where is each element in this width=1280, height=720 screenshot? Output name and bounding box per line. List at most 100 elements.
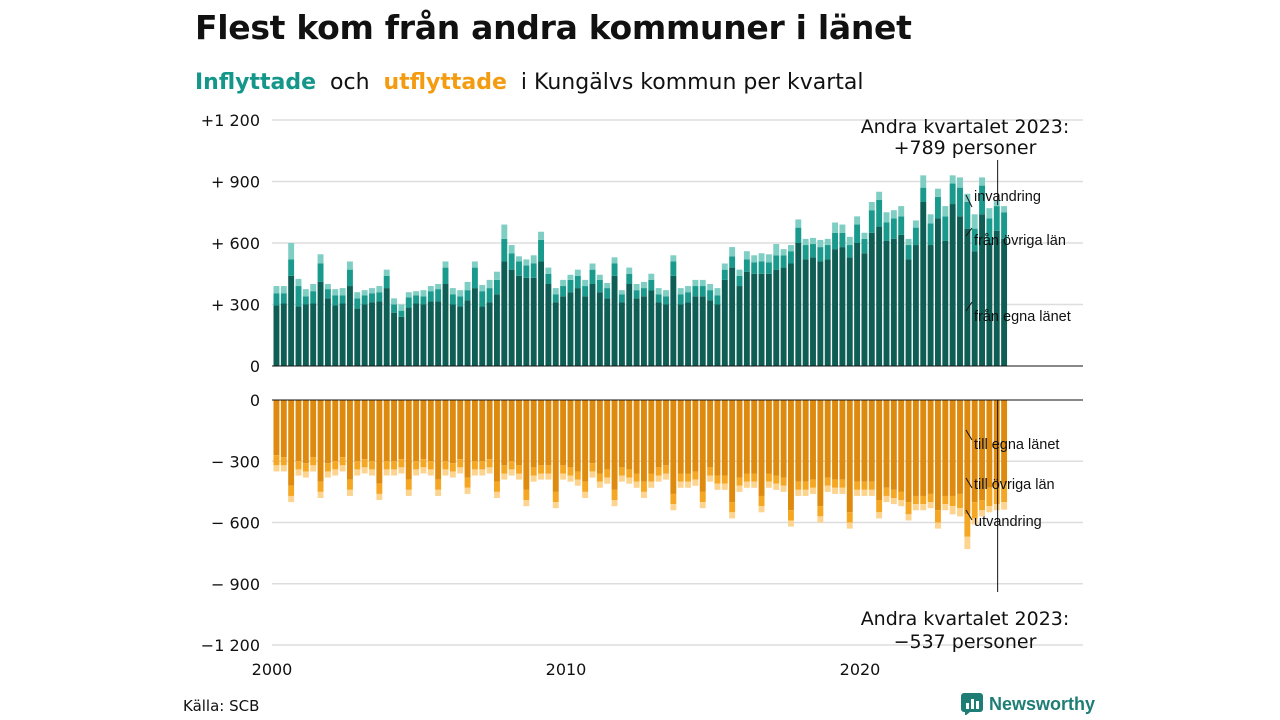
bar-out-2 [538,473,544,480]
bar-in-0 [957,216,963,366]
bar-in-1 [369,293,375,303]
bar-in-0 [273,305,280,366]
bar-in-1 [464,290,471,301]
bar-in-1 [339,295,346,304]
bar-out-2 [354,469,361,476]
bar-in-2 [347,261,353,270]
bar-in-0 [317,281,324,366]
bar-out-2 [670,504,677,511]
chart-labels: +1 200 + 900 + 600 + 300 0 0 − 300 − 600 − 900 −1… [201,111,1071,679]
bar-in-0 [280,303,287,366]
migration-chart: +1 200 + 900 + 600 + 300 0 0 − 300 − 600 − 900 −1… [201,111,1083,679]
bar-out-2 [332,469,339,476]
bar-out-2 [780,485,787,492]
bar-out-1 [810,479,816,488]
bar-in-0 [655,302,662,366]
bar-in-0 [486,302,493,366]
bar-out-2 [501,473,508,480]
bar-in-0 [626,284,633,366]
bar-out-0 [479,400,486,462]
bar-in-2 [773,244,780,256]
bar-out-2 [545,473,552,480]
bar-out-1 [596,473,603,482]
bar-out-0 [324,400,331,464]
bar-in-2 [471,261,478,268]
bar-in-2 [332,289,339,296]
bar-out-2 [442,469,449,476]
bar-in-0 [846,257,853,366]
bar-in-2 [494,271,500,280]
bar-in-0 [736,286,743,366]
bar-in-0 [890,238,897,366]
bar-in-2 [604,282,611,289]
bar-out-2 [751,481,758,488]
bar-in-0 [347,286,353,366]
bar-out-0 [655,400,662,468]
bar-in-0 [699,296,706,366]
bar-in-2 [795,219,802,228]
bar-in-2 [457,290,464,297]
bar-in-2 [560,279,567,287]
bar-out-0 [861,400,868,482]
bar-in-0 [516,275,522,366]
bar-in-0 [912,245,919,366]
bar-out-0 [692,400,699,472]
bar-in-0 [618,302,625,366]
bar-in-1 [993,206,1000,231]
bar-out-1 [398,459,405,468]
bar-in-0 [494,294,500,366]
bar-out-1 [376,483,383,494]
bar-in-0 [442,284,449,366]
series-leader-bottom [965,509,973,521]
bar-in-1 [743,259,750,272]
bar-in-1 [611,263,618,276]
bar-in-2 [971,214,978,229]
bar-in-0 [685,302,691,366]
bar-in-0 [971,251,978,366]
bar-in-0 [376,301,383,366]
bar-in-0 [552,302,559,366]
bar-in-2 [868,202,875,211]
bar-out-1 [677,473,684,482]
bar-in-0 [288,275,295,366]
bar-in-1 [707,290,714,301]
bar-in-2 [302,289,309,297]
bar-in-1 [442,267,449,284]
bar-out-0 [773,400,780,476]
bar-in-2 [413,291,420,296]
bar-out-2 [604,477,611,484]
newsworthy-logo: Newsworthy [961,693,1095,715]
bar-out-1 [663,465,669,474]
bar-out-1 [552,491,559,503]
bar-in-1 [486,288,493,303]
bar-in-0 [670,275,677,366]
bar-out-1 [935,510,941,523]
bar-in-0 [979,214,985,366]
bar-out-1 [449,463,456,472]
bar-out-2 [494,491,500,498]
bar-out-1 [839,479,846,488]
bar-out-0 [663,400,669,466]
y-tick-label-bottom: − 600 [211,514,260,533]
bar-in-0 [310,303,317,366]
bar-out-0 [758,400,765,496]
bar-out-0 [383,400,390,462]
bar-in-0 [302,304,309,366]
bar-in-2 [883,212,890,223]
bar-out-0 [516,400,522,466]
bar-in-0 [648,290,655,366]
bar-out-1 [494,481,500,492]
bar-out-2 [729,512,736,519]
bar-in-2 [707,284,714,291]
bar-in-0 [567,292,574,366]
bar-in-2 [846,236,853,246]
bar-out-2 [832,487,838,494]
bar-in-1 [317,263,324,282]
bar-out-2 [560,473,567,480]
bar-out-2 [574,479,581,486]
bar-in-0 [1001,238,1008,366]
bar-in-1 [398,310,405,317]
bar-out-2 [677,481,684,488]
bar-out-2 [391,469,397,476]
bar-out-2 [567,475,574,482]
